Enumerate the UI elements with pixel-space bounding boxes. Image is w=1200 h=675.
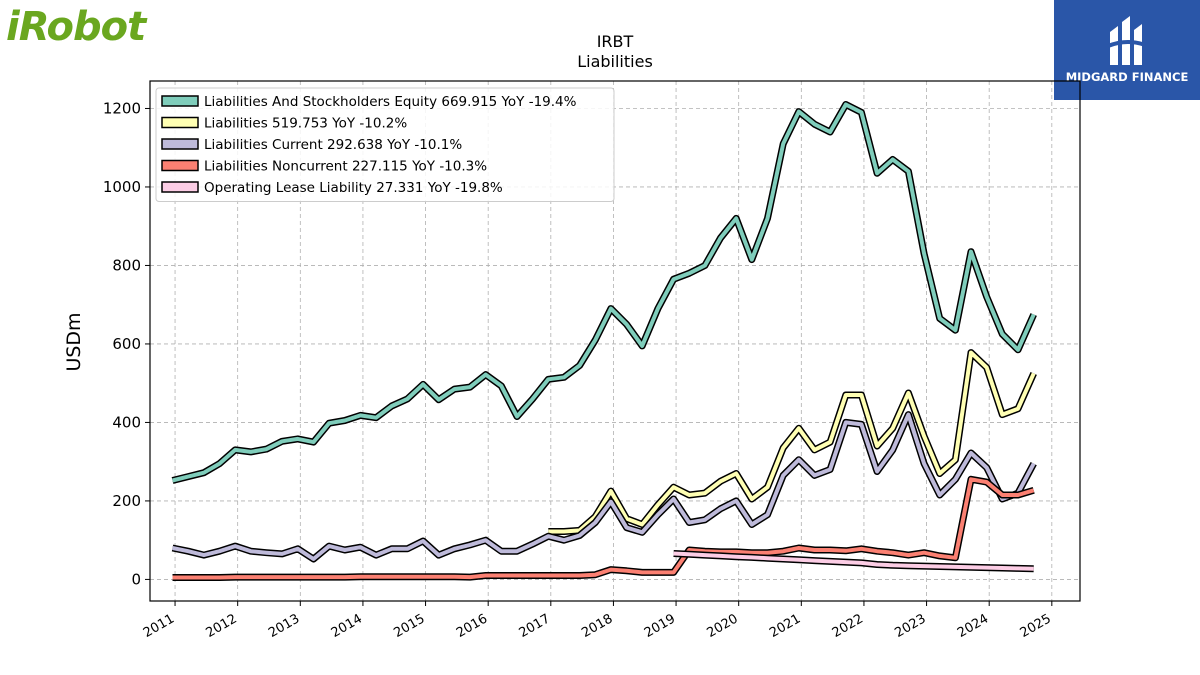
midgard-finance-name: MIDGARD FINANCE (1065, 70, 1189, 84)
legend-swatch (161, 159, 199, 172)
x-tick-label: 2025 (1018, 611, 1054, 641)
legend-swatch (161, 95, 199, 107)
legend-swatch (161, 138, 199, 150)
x-tick-label: 2014 (329, 611, 365, 641)
series-line (172, 477, 1035, 580)
legend-entry: Liabilities Current 292.638 YoY -10.1% (204, 137, 462, 153)
series-lines (171, 101, 1037, 581)
y-axis-label: USDm (63, 312, 85, 371)
legend-swatch (161, 181, 199, 193)
x-tick-label: 2017 (517, 611, 553, 641)
x-tick-label: 2013 (266, 611, 302, 641)
legend-swatch (161, 116, 199, 129)
x-tick-label: 2019 (642, 611, 678, 641)
x-tick-label: 2016 (454, 611, 490, 641)
x-tick-label: 2012 (204, 611, 240, 641)
x-tick-label: 2011 (141, 611, 177, 641)
y-tick-label: 0 (131, 570, 141, 588)
series-line (172, 412, 1036, 561)
irobot-logo: iRobot (6, 4, 146, 50)
midgard-finance-logo: MIDGARD FINANCE (1054, 0, 1200, 100)
series-line (673, 551, 1034, 571)
midgard-mark-icon (1107, 16, 1149, 65)
legend-box (155, 87, 615, 202)
x-tick-label: 2024 (955, 611, 991, 641)
legend-entry: Liabilities And Stockholders Equity 669.… (204, 94, 577, 110)
x-tick-label: 2020 (705, 611, 741, 641)
y-axis: 0 200 400 600 800 1000 1200 (103, 99, 150, 588)
y-tick-label: 400 (112, 413, 141, 431)
y-tick-label: 600 (112, 335, 141, 353)
y-tick-label: 1200 (103, 99, 141, 117)
legend-entry: Liabilities Noncurrent 227.115 YoY -10.3… (204, 159, 487, 175)
x-tick-label: 2015 (391, 611, 427, 641)
series-line (172, 102, 1036, 483)
y-tick-label: 1000 (103, 178, 141, 196)
x-axis: 2011 2012 2013 2014 2015 2016 2017 2018 2019 2020… (141, 601, 1054, 641)
chart-title: IRBT (597, 32, 634, 51)
legend-entry: Operating Lease Liability 27.331 YoY -19… (204, 180, 503, 196)
x-tick-label: 2018 (579, 611, 615, 641)
x-tick-label: 2021 (767, 611, 803, 641)
series-line-outline (548, 349, 1037, 535)
legend: Liabilities And Stockholders Equity 669.… (155, 87, 615, 202)
series-line (548, 350, 1036, 534)
x-tick-label: 2023 (892, 611, 928, 641)
chart-subtitle: Liabilities (577, 52, 653, 71)
x-tick-label: 2022 (830, 611, 866, 641)
y-tick-label: 800 (112, 256, 141, 274)
plot-frame (149, 80, 1081, 602)
y-tick-label: 200 (112, 492, 141, 510)
legend-entry: Liabilities 519.753 YoY -10.2% (204, 116, 407, 132)
